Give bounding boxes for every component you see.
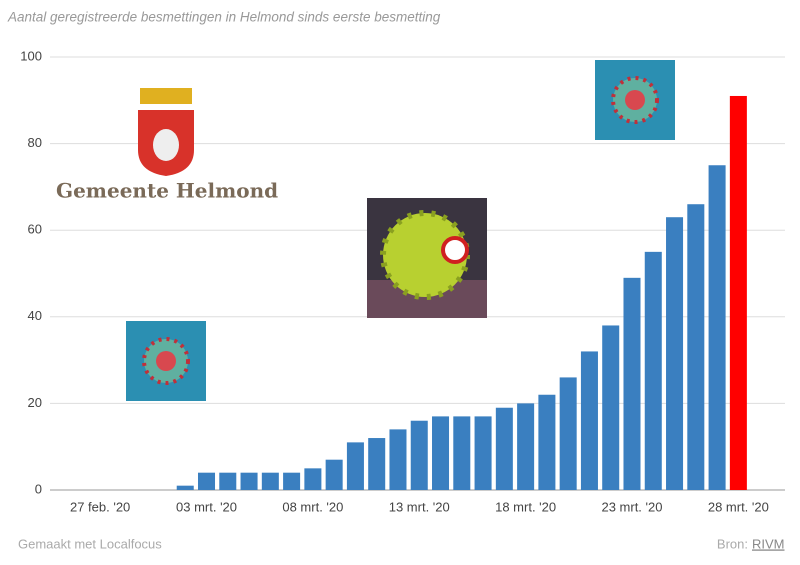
bar — [432, 416, 450, 490]
footer-made-with: Gemaakt met Localfocus — [18, 536, 162, 551]
source-link[interactable]: RIVM — [752, 536, 785, 551]
footer-source-label: Bron: — [717, 536, 748, 551]
bar — [261, 472, 279, 490]
y-tick-label: 40 — [28, 308, 42, 323]
bar — [453, 416, 471, 490]
x-tick-label: 08 mrt. '20 — [282, 499, 343, 514]
bar — [176, 485, 194, 490]
crest — [138, 88, 194, 176]
bar — [580, 351, 598, 490]
virus-image — [126, 321, 206, 401]
bar — [729, 95, 747, 490]
chart-title: Aantal geregistreerde besmettingen in He… — [7, 10, 441, 25]
corona-photo — [367, 198, 487, 318]
x-tick-label: 18 mrt. '20 — [495, 499, 556, 514]
bar — [240, 472, 258, 490]
bar — [410, 420, 428, 490]
x-tick-label: 03 mrt. '20 — [176, 499, 237, 514]
bar — [623, 277, 641, 490]
y-tick-label: 60 — [28, 222, 42, 237]
bar — [495, 407, 513, 490]
bar — [346, 442, 364, 490]
bar — [389, 429, 407, 490]
bar — [708, 165, 726, 490]
x-tick-label: 27 feb. '20 — [70, 499, 130, 514]
bar — [602, 325, 620, 490]
logo-text: Gemeente Helmond — [56, 179, 278, 203]
bar — [197, 472, 216, 490]
source-link-text[interactable]: RIVM — [752, 536, 785, 551]
bar — [687, 204, 705, 490]
x-tick-label: 23 mrt. '20 — [601, 499, 662, 514]
y-tick-label: 80 — [28, 135, 42, 150]
x-tick-label: 28 mrt. '20 — [708, 499, 769, 514]
bar — [666, 217, 684, 490]
virus-image — [595, 60, 675, 140]
y-tick-label: 100 — [20, 48, 42, 63]
bar — [559, 377, 577, 490]
bar — [283, 472, 301, 490]
x-tick-label: 13 mrt. '20 — [389, 499, 450, 514]
bar — [304, 468, 322, 490]
bar — [517, 403, 535, 490]
bar — [219, 472, 237, 490]
y-tick-label: 20 — [28, 395, 42, 410]
bar — [644, 251, 662, 490]
y-tick-label: 0 — [35, 481, 42, 496]
bar — [538, 394, 556, 490]
bar — [474, 416, 492, 490]
bar — [325, 459, 343, 490]
bar — [368, 438, 386, 490]
